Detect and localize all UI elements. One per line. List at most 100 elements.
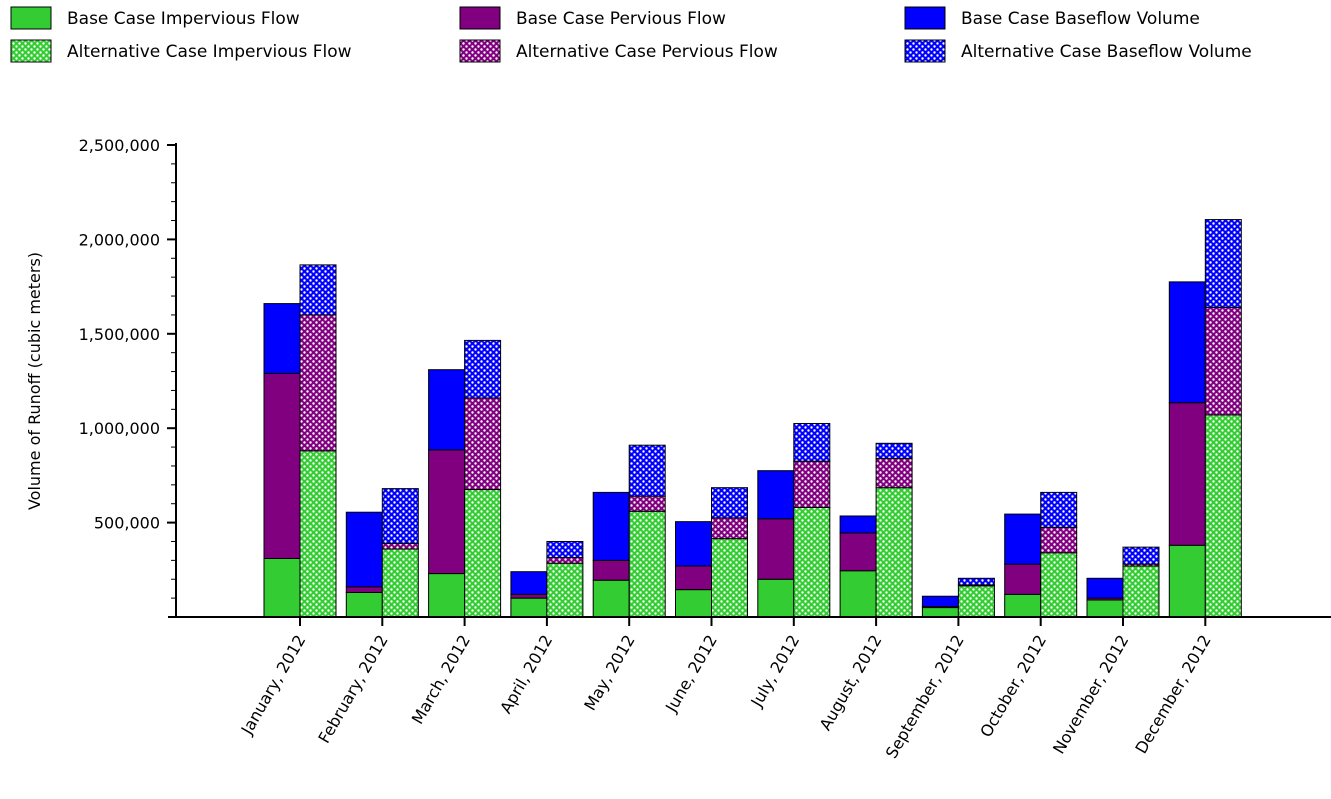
- bar-august-2012-base-case-impervious-flow: [840, 571, 876, 617]
- x-tick-label: October, 2012: [976, 632, 1050, 741]
- bar-january-2012-base-case-pervious-flow: [264, 373, 300, 558]
- legend-item-alternative-case-pervious-flow: Alternative Case Pervious Flow: [460, 40, 778, 62]
- bar-february-2012-base-case-pervious-flow: [346, 587, 382, 593]
- bar-january-2012-base-case-baseflow-volume: [264, 304, 300, 374]
- bar-december-2012-base-case-impervious-flow: [1169, 545, 1205, 617]
- bar-december-2012-alternative-case-baseflow-volume: [1205, 220, 1241, 308]
- bar-february-2012-alternative-case-baseflow-volume: [382, 489, 418, 544]
- legend-label: Alternative Case Impervious Flow: [67, 42, 352, 62]
- bar-august-2012-alternative-case-baseflow-volume: [876, 443, 912, 458]
- bar-april-2012-base-case-impervious-flow: [511, 598, 547, 617]
- bar-august-2012-base-case-baseflow-volume: [840, 516, 876, 533]
- bar-august-2012-base-case-pervious-flow: [840, 533, 876, 571]
- legend-item-alternative-case-baseflow-volume: Alternative Case Baseflow Volume: [905, 40, 1252, 62]
- bar-may-2012-alternative-case-pervious-flow: [629, 496, 665, 511]
- bar-december-2012-alternative-case-impervious-flow: [1205, 415, 1241, 617]
- bar-february-2012-base-case-impervious-flow: [346, 592, 382, 617]
- bar-july-2012-base-case-pervious-flow: [758, 519, 794, 579]
- legend-item-base-case-pervious-flow: Base Case Pervious Flow: [460, 7, 726, 29]
- bar-november-2012-base-case-baseflow-volume: [1087, 578, 1123, 598]
- bar-december-2012-base-case-baseflow-volume: [1169, 282, 1205, 403]
- bar-may-2012-base-case-pervious-flow: [593, 560, 629, 580]
- bar-may-2012-alternative-case-impervious-flow: [629, 511, 665, 617]
- legend-swatch: [11, 7, 51, 29]
- bar-november-2012-alternative-case-impervious-flow: [1123, 566, 1159, 617]
- legend-label: Alternative Case Baseflow Volume: [961, 42, 1252, 62]
- legend-item-alternative-case-impervious-flow: Alternative Case Impervious Flow: [11, 40, 352, 62]
- y-tick-label: 2,500,000: [79, 136, 160, 155]
- x-tick-label: January, 2012: [237, 632, 310, 739]
- bar-july-2012-alternative-case-pervious-flow: [794, 461, 830, 507]
- x-tick-label: April, 2012: [496, 632, 556, 717]
- legend-swatch: [905, 7, 945, 29]
- bar-october-2012-base-case-impervious-flow: [1005, 594, 1041, 617]
- bar-june-2012-base-case-impervious-flow: [676, 590, 712, 617]
- bar-june-2012-base-case-pervious-flow: [676, 566, 712, 590]
- bar-october-2012-alternative-case-pervious-flow: [1041, 527, 1077, 552]
- bar-march-2012-base-case-impervious-flow: [429, 574, 465, 617]
- bar-july-2012-base-case-baseflow-volume: [758, 471, 794, 519]
- legend-label: Alternative Case Pervious Flow: [516, 42, 778, 62]
- bar-july-2012-alternative-case-impervious-flow: [794, 507, 830, 617]
- bar-january-2012-alternative-case-impervious-flow: [300, 451, 336, 617]
- legend-swatch: [460, 40, 500, 62]
- bar-october-2012-base-case-baseflow-volume: [1005, 514, 1041, 564]
- bar-october-2012-base-case-pervious-flow: [1005, 564, 1041, 594]
- bar-april-2012-alternative-case-baseflow-volume: [547, 541, 583, 557]
- y-axis-title: Volume of Runoff (cubic meters): [25, 252, 44, 510]
- bar-february-2012-alternative-case-pervious-flow: [382, 543, 418, 549]
- x-tick-label: February, 2012: [314, 632, 391, 747]
- bar-may-2012-alternative-case-baseflow-volume: [629, 445, 665, 496]
- bar-march-2012-alternative-case-pervious-flow: [465, 398, 501, 490]
- bar-april-2012-base-case-baseflow-volume: [511, 572, 547, 595]
- bar-july-2012-base-case-impervious-flow: [758, 579, 794, 617]
- bar-september-2012-alternative-case-impervious-flow: [958, 586, 994, 617]
- x-tick-label: July, 2012: [746, 632, 803, 711]
- legend-label: Base Case Pervious Flow: [516, 9, 726, 29]
- bar-october-2012-alternative-case-impervious-flow: [1041, 553, 1077, 617]
- legend-label: Base Case Impervious Flow: [67, 9, 300, 29]
- x-tick-label: March, 2012: [408, 632, 474, 728]
- bar-november-2012-alternative-case-baseflow-volume: [1123, 547, 1159, 564]
- y-tick-label: 1,500,000: [79, 325, 160, 344]
- bar-august-2012-alternative-case-pervious-flow: [876, 458, 912, 487]
- legend: Base Case Impervious Flow Base Case Pervi…: [11, 7, 1252, 62]
- bar-june-2012-base-case-baseflow-volume: [676, 522, 712, 566]
- bar-june-2012-alternative-case-impervious-flow: [712, 539, 748, 617]
- x-tick-label: August, 2012: [816, 632, 886, 734]
- bar-may-2012-base-case-impervious-flow: [593, 580, 629, 617]
- bar-december-2012-base-case-pervious-flow: [1169, 403, 1205, 546]
- legend-swatch: [11, 40, 51, 62]
- bar-march-2012-base-case-pervious-flow: [429, 450, 465, 574]
- bar-march-2012-alternative-case-baseflow-volume: [465, 340, 501, 398]
- legend-swatch: [460, 7, 500, 29]
- plot-area: [264, 220, 1241, 617]
- bar-august-2012-alternative-case-impervious-flow: [876, 488, 912, 617]
- x-tick-label: September, 2012: [882, 632, 968, 762]
- bar-april-2012-alternative-case-pervious-flow: [547, 558, 583, 564]
- bar-july-2012-alternative-case-baseflow-volume: [794, 423, 830, 461]
- bar-march-2012-alternative-case-impervious-flow: [465, 490, 501, 617]
- x-tick-label: December, 2012: [1131, 632, 1214, 757]
- x-tick-label: May, 2012: [580, 632, 638, 714]
- bar-february-2012-base-case-baseflow-volume: [346, 512, 382, 587]
- bar-november-2012-base-case-impervious-flow: [1087, 600, 1123, 617]
- y-tick-label: 2,000,000: [79, 230, 160, 249]
- bar-january-2012-base-case-impervious-flow: [264, 558, 300, 617]
- legend-item-base-case-impervious-flow: Base Case Impervious Flow: [11, 7, 300, 29]
- bar-march-2012-base-case-baseflow-volume: [429, 370, 465, 450]
- y-tick-label: 500,000: [94, 514, 160, 533]
- bar-april-2012-base-case-pervious-flow: [511, 594, 547, 598]
- bar-may-2012-base-case-baseflow-volume: [593, 492, 629, 560]
- bar-december-2012-alternative-case-pervious-flow: [1205, 307, 1241, 415]
- legend-label: Base Case Baseflow Volume: [961, 9, 1200, 29]
- bar-february-2012-alternative-case-impervious-flow: [382, 549, 418, 617]
- x-tick-label: June, 2012: [661, 632, 721, 717]
- bar-september-2012-alternative-case-baseflow-volume: [958, 578, 994, 585]
- legend-swatch: [905, 40, 945, 62]
- x-tick-label: November, 2012: [1049, 632, 1133, 758]
- y-tick-label: 1,000,000: [79, 419, 160, 438]
- bar-october-2012-alternative-case-baseflow-volume: [1041, 492, 1077, 527]
- legend-item-base-case-baseflow-volume: Base Case Baseflow Volume: [905, 7, 1200, 29]
